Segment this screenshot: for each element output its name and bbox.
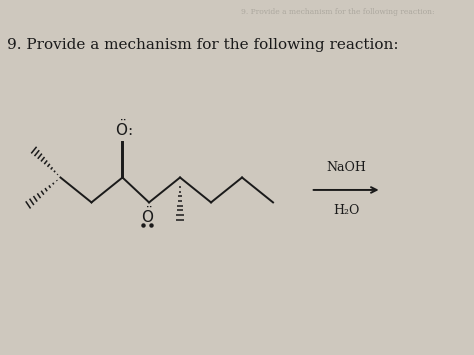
Text: 9. Provide a mechanism for the following reaction:: 9. Provide a mechanism for the following… — [241, 8, 435, 16]
Text: $\ddot{\mathrm{O}}$: $\ddot{\mathrm{O}}$ — [141, 206, 154, 226]
Text: 9. Provide a mechanism for the following reaction:: 9. Provide a mechanism for the following… — [7, 38, 399, 52]
Text: $\ddot{\mathrm{O}}$:: $\ddot{\mathrm{O}}$: — [115, 118, 132, 139]
Text: NaOH: NaOH — [326, 161, 366, 174]
Text: H₂O: H₂O — [333, 204, 359, 217]
